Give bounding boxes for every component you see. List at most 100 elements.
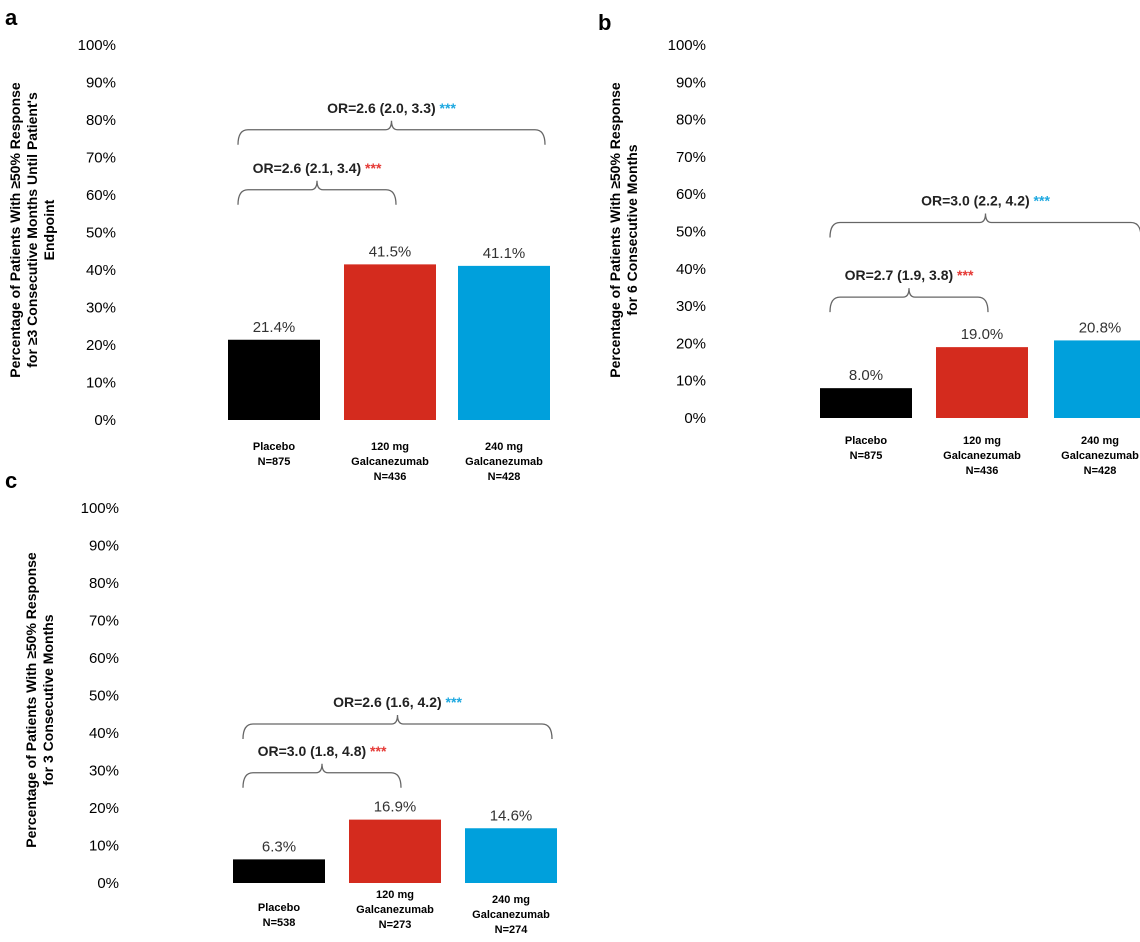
category-label: 120 mg — [376, 889, 414, 901]
odds-ratio-label: OR=2.6 (2.1, 3.4) *** — [253, 160, 382, 176]
y-tick-label: 80% — [676, 112, 706, 129]
odds-ratio-text: OR=3.0 (2.2, 4.2) — [921, 193, 1033, 209]
odds-ratio-label: OR=2.6 (1.6, 4.2) *** — [333, 694, 462, 710]
y-axis-title: Percentage of Patients With ≥50% Respons… — [23, 552, 56, 848]
bar-value-label: 6.3% — [262, 838, 296, 855]
y-tick-label: 90% — [86, 75, 116, 92]
y-tick-label: 70% — [89, 613, 119, 630]
bar-value-label: 16.9% — [374, 799, 417, 816]
bar — [936, 347, 1028, 418]
odds-ratio-text: OR=2.7 (1.9, 3.8) — [845, 267, 957, 283]
y-tick-label: 100% — [81, 500, 119, 517]
category-label: Galcanezumab — [943, 450, 1021, 462]
y-tick-label: 70% — [676, 149, 706, 166]
category-label: N=436 — [966, 465, 999, 477]
bar-value-label: 21.4% — [253, 319, 296, 336]
comparison-bracket — [242, 714, 553, 740]
significance-stars: *** — [957, 267, 974, 283]
y-tick-label: 30% — [89, 763, 119, 780]
odds-ratio-label: OR=3.0 (2.2, 4.2) *** — [921, 193, 1050, 209]
y-axis-title: Percentage of Patients With ≥50% Respons… — [607, 82, 640, 378]
category-label: Galcanezumab — [1061, 450, 1139, 462]
bar — [233, 859, 325, 883]
significance-stars: *** — [440, 100, 457, 116]
category-label: N=273 — [379, 919, 412, 931]
y-axis-title-line: for 6 Consecutive Months — [624, 144, 640, 315]
chart-panel-b: b Percentage of Patients With ≥50% Respon… — [598, 10, 1140, 477]
bar-value-label: 41.5% — [369, 243, 412, 260]
category-label: N=538 — [263, 917, 296, 929]
comparison-bracket — [237, 120, 546, 145]
bar — [228, 339, 320, 420]
panel-letter: b — [598, 10, 611, 35]
category-label: 120 mg — [371, 441, 409, 453]
y-tick-label: 100% — [668, 37, 706, 54]
y-tick-label: 40% — [86, 262, 116, 279]
odds-ratio-text: OR=2.6 (2.0, 3.3) — [327, 100, 439, 116]
bar — [1054, 340, 1140, 418]
y-tick-label: 40% — [89, 725, 119, 742]
y-tick-label: 90% — [676, 74, 706, 91]
category-label: N=428 — [488, 471, 521, 483]
y-tick-label: 10% — [89, 838, 119, 855]
y-tick-label: 60% — [89, 650, 119, 667]
bar — [465, 828, 557, 883]
bar-value-label: 14.6% — [490, 807, 533, 824]
significance-stars: *** — [370, 743, 387, 759]
comparison-bracket — [242, 763, 402, 788]
category-label: Galcanezumab — [472, 909, 550, 921]
category-label: Placebo — [253, 441, 295, 453]
comparison-bracket — [829, 213, 1140, 238]
y-tick-label: 60% — [676, 186, 706, 203]
category-label: N=428 — [1084, 465, 1117, 477]
category-label: N=875 — [850, 450, 883, 462]
y-axis-title-line: Percentage of Patients With ≥50% Respons… — [607, 82, 623, 378]
y-tick-label: 60% — [86, 187, 116, 204]
category-label: 240 mg — [1081, 435, 1119, 447]
bar-value-label: 41.1% — [483, 245, 526, 262]
category-label: Placebo — [845, 435, 887, 447]
chart-panel-c: c Percentage of Patients With ≥50% Respon… — [5, 468, 557, 936]
y-tick-label: 0% — [94, 412, 116, 429]
comparison-bracket — [237, 180, 397, 205]
odds-ratio-text: OR=2.6 (2.1, 3.4) — [253, 160, 365, 176]
category-label: Placebo — [258, 902, 300, 914]
y-tick-label: 10% — [676, 373, 706, 390]
bar — [349, 819, 441, 883]
y-tick-label: 0% — [684, 410, 706, 427]
y-tick-label: 20% — [676, 335, 706, 352]
y-axis-title: Percentage of Patients With ≥50% Respons… — [7, 82, 57, 378]
y-tick-label: 70% — [86, 150, 116, 167]
y-tick-label: 50% — [676, 224, 706, 241]
y-axis-title-line: Endpoint — [41, 199, 57, 260]
odds-ratio-text: OR=2.6 (1.6, 4.2) — [333, 694, 445, 710]
category-label: Galcanezumab — [356, 904, 434, 916]
panel-letter: c — [5, 468, 17, 493]
category-label: 240 mg — [485, 441, 523, 453]
odds-ratio-label: OR=3.0 (1.8, 4.8) *** — [258, 743, 387, 759]
significance-stars: *** — [1034, 193, 1051, 209]
category-label: N=436 — [374, 471, 407, 483]
y-axis-title-line: Percentage of Patients With ≥50% Respons… — [23, 552, 39, 848]
y-axis-title-line: for 3 Consecutive Months — [40, 614, 56, 785]
odds-ratio-label: OR=2.7 (1.9, 3.8) *** — [845, 267, 974, 283]
bar — [458, 265, 550, 420]
y-tick-label: 40% — [676, 261, 706, 278]
bar-value-label: 8.0% — [849, 367, 883, 384]
comparison-bracket — [829, 288, 989, 313]
category-label: N=875 — [258, 456, 291, 468]
y-tick-label: 80% — [89, 575, 119, 592]
bar — [344, 264, 436, 420]
y-axis-title-line: Percentage of Patients With ≥50% Respons… — [7, 82, 23, 378]
odds-ratio-label: OR=2.6 (2.0, 3.3) *** — [327, 100, 456, 116]
bar-value-label: 19.0% — [961, 326, 1004, 343]
y-tick-label: 10% — [86, 375, 116, 392]
y-tick-label: 0% — [97, 875, 119, 892]
y-tick-label: 90% — [89, 538, 119, 555]
category-label: N=274 — [495, 924, 529, 936]
y-tick-label: 50% — [89, 688, 119, 705]
significance-stars: *** — [446, 694, 463, 710]
category-label: Galcanezumab — [465, 456, 543, 468]
category-label: 120 mg — [963, 435, 1001, 447]
